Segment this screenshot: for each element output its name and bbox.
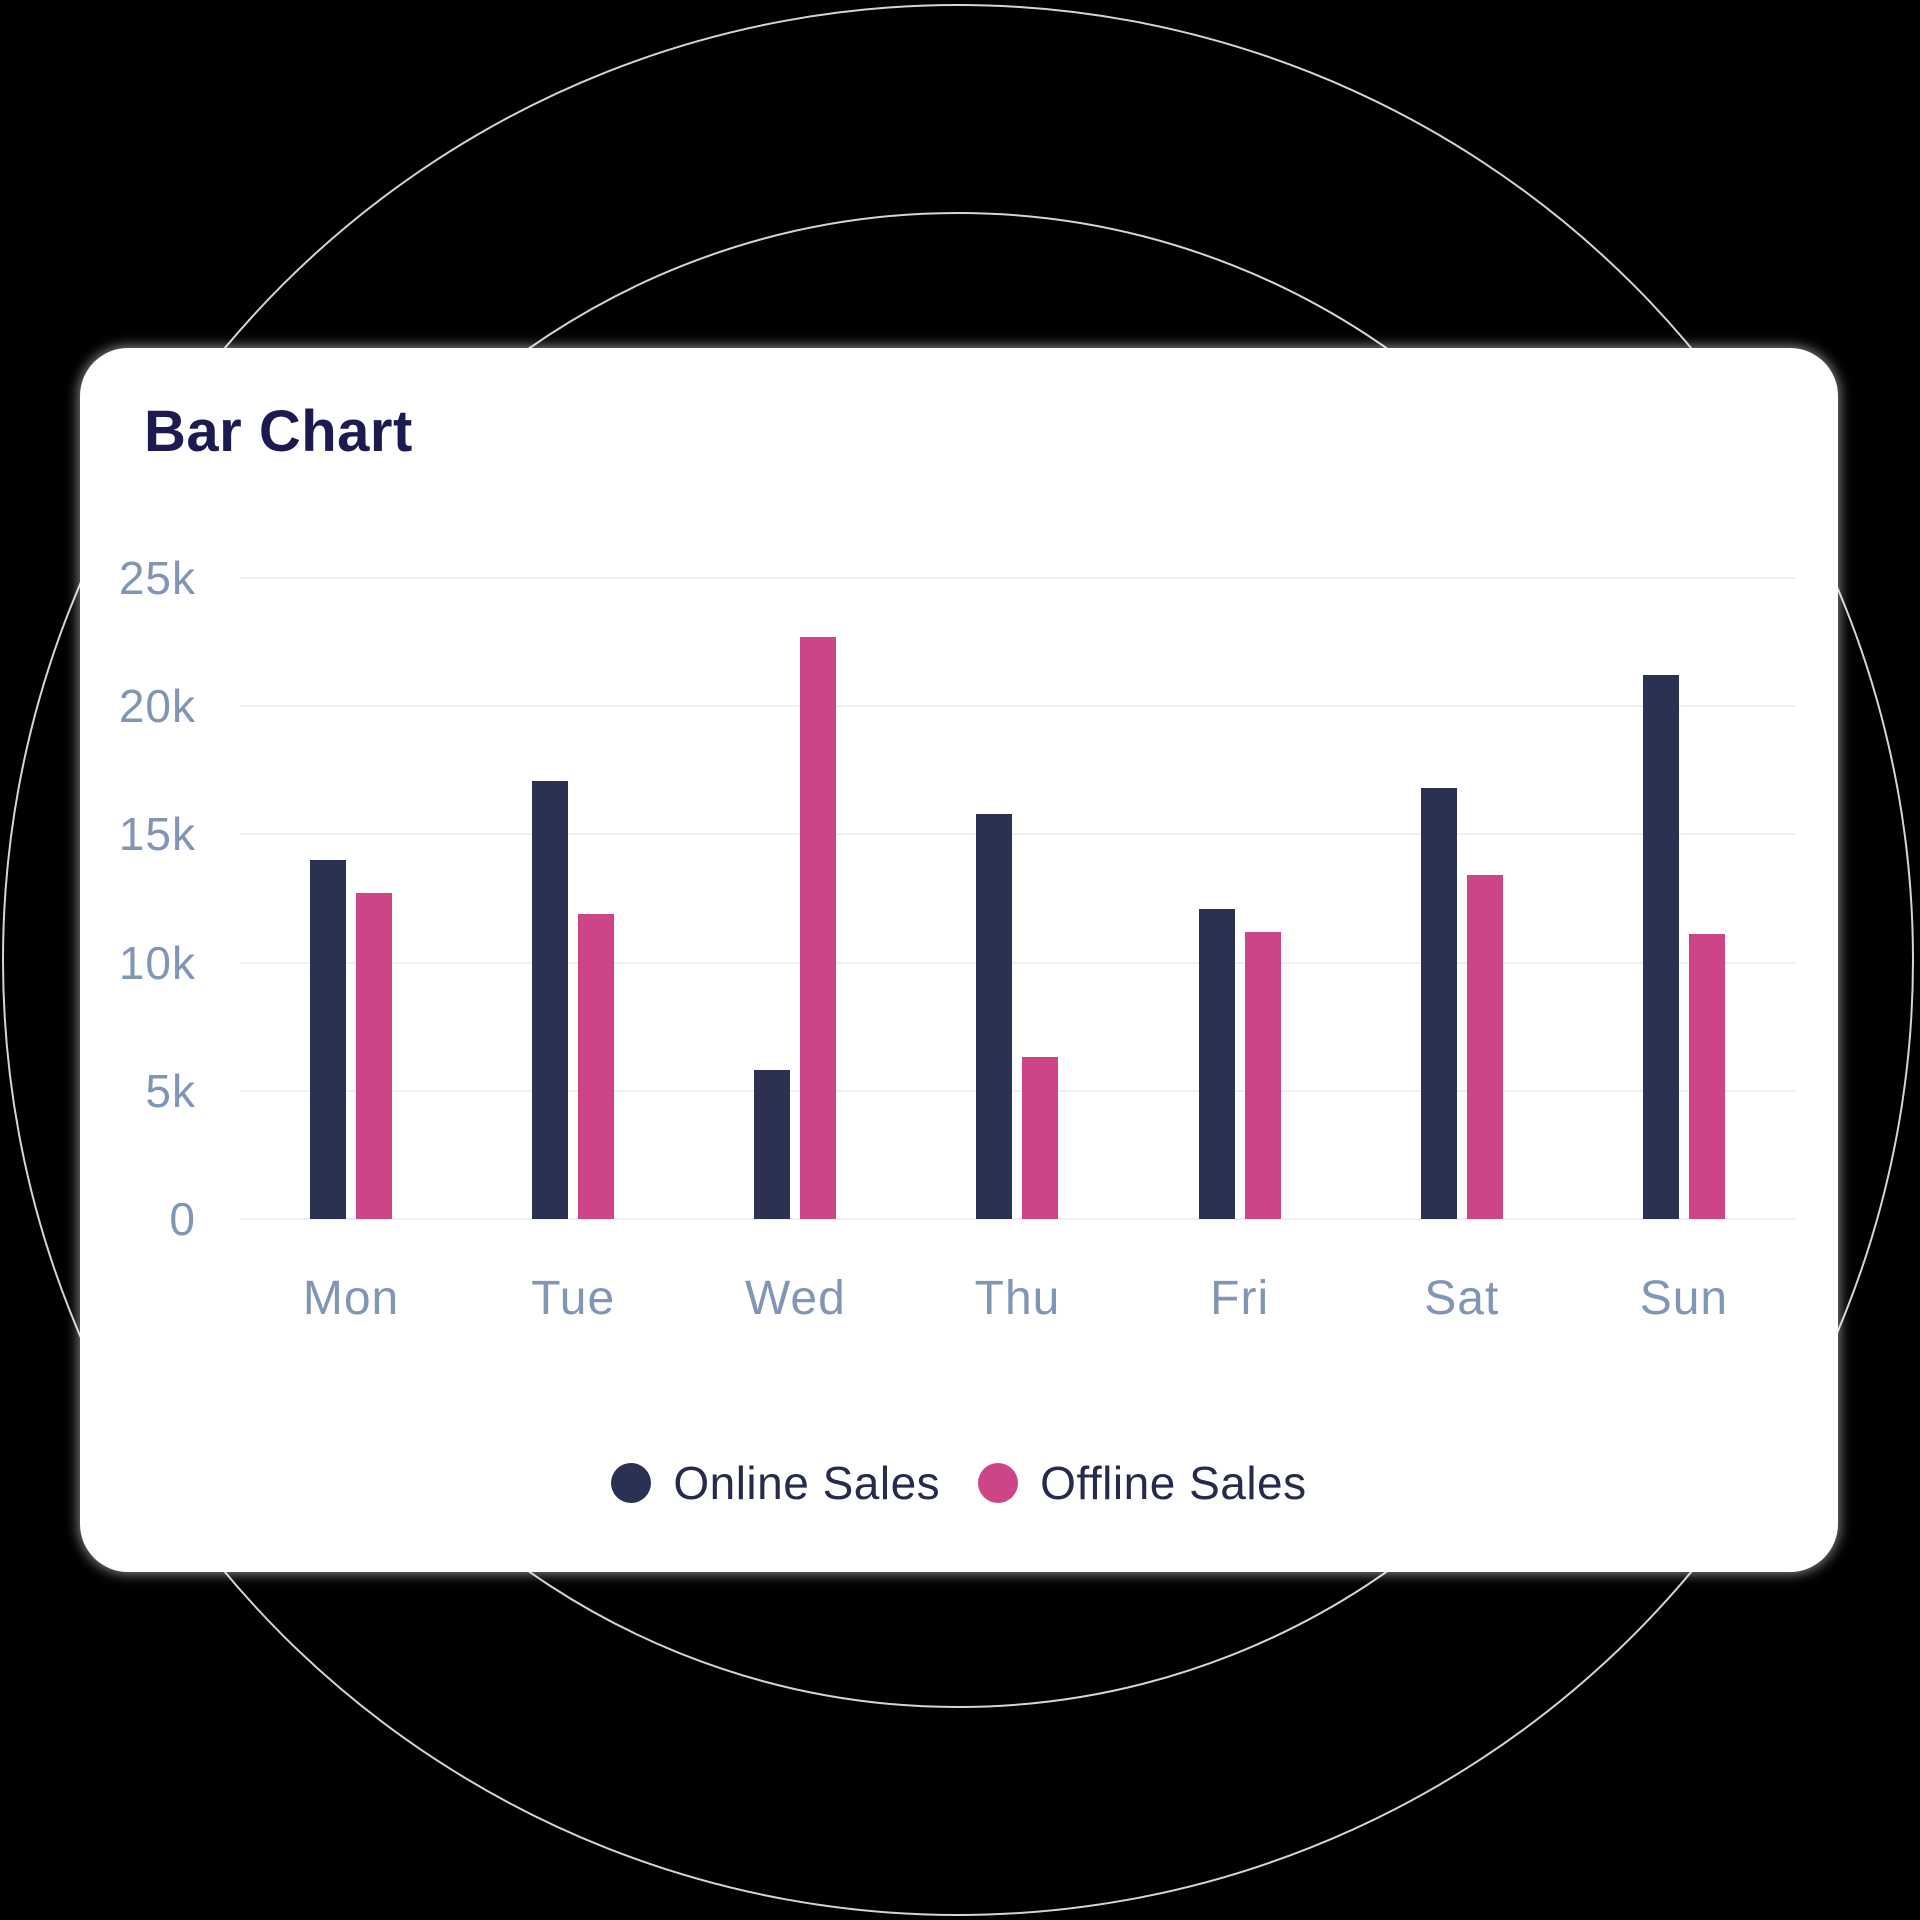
bar-pair-mon	[310, 578, 393, 1219]
bar-online-sales-mon[interactable]	[310, 860, 347, 1219]
chart-title: Bar Chart	[144, 399, 413, 464]
bar-offline-sales-wed[interactable]	[800, 636, 837, 1219]
bar-offline-sales-mon[interactable]	[356, 893, 393, 1219]
decorative-circle-outer	[2, 4, 1914, 1916]
chart-card: Bar Chart Mon Tue Wed Thu Fri Sat Sun 25k 20k 15…	[80, 348, 1838, 1572]
legend-item-online-sales[interactable]: Online Sales	[611, 1456, 940, 1510]
bar-pair-fri	[1198, 578, 1281, 1219]
bar-online-sales-wed[interactable]	[754, 1070, 791, 1219]
plot-area: Mon Tue Wed Thu Fri Sat Sun 25k 20k 15k 10k 5k 0	[119, 555, 1795, 1325]
legend-dot-online-sales	[611, 1463, 652, 1503]
x-axis-label-sun: Sun	[1639, 1272, 1729, 1325]
bar-online-sales-tue[interactable]	[532, 780, 569, 1219]
legend-item-offline-sales[interactable]: Offline Sales	[978, 1456, 1306, 1510]
bar-pair-wed	[754, 578, 837, 1219]
bar-offline-sales-sun[interactable]	[1688, 934, 1725, 1219]
bar-group-sat: Sat	[1351, 578, 1573, 1325]
bar-pair-sat	[1420, 578, 1503, 1219]
bar-pair-sun	[1642, 578, 1725, 1219]
x-axis-label-mon: Mon	[302, 1272, 400, 1325]
gridline-15k	[240, 833, 1795, 836]
bar-online-sales-sun[interactable]	[1642, 675, 1679, 1219]
gridline-25k	[240, 577, 1795, 579]
x-axis-label-wed: Wed	[744, 1272, 846, 1325]
legend-dot-offline-sales	[978, 1463, 1019, 1503]
bar-group-tue: Tue	[462, 578, 684, 1325]
legend-label-online-sales: Online Sales	[673, 1457, 941, 1509]
bar-offline-sales-thu[interactable]	[1022, 1057, 1059, 1219]
bar-pair-thu	[976, 578, 1059, 1219]
bar-group-sun: Sun	[1573, 578, 1795, 1325]
bar-online-sales-fri[interactable]	[1198, 908, 1235, 1219]
x-axis-label-tue: Tue	[531, 1272, 616, 1325]
legend-label-offline-sales: Offline Sales	[1040, 1457, 1307, 1509]
gridline-0	[240, 1218, 1795, 1220]
bar-group-mon: Mon	[240, 578, 462, 1325]
bar-groups: Mon Tue Wed Thu Fri Sat Sun	[240, 578, 1795, 1325]
bar-group-fri: Fri	[1129, 578, 1351, 1325]
bar-pair-tue	[532, 578, 615, 1219]
x-axis-label-sat: Sat	[1424, 1272, 1500, 1325]
bar-online-sales-sat[interactable]	[1420, 788, 1457, 1219]
bar-offline-sales-sat[interactable]	[1466, 875, 1503, 1219]
chart-legend: Online Sales Offline Sales	[80, 1456, 1838, 1510]
gridline-10k	[240, 961, 1795, 964]
x-axis-label-fri: Fri	[1210, 1272, 1270, 1325]
bar-offline-sales-fri[interactable]	[1244, 931, 1281, 1219]
gridline-5k	[240, 1089, 1795, 1092]
bar-group-wed: Wed	[684, 578, 906, 1325]
x-axis-label-thu: Thu	[974, 1272, 1061, 1325]
bar-group-thu: Thu	[906, 578, 1128, 1325]
bar-offline-sales-tue[interactable]	[578, 913, 615, 1219]
bar-online-sales-thu[interactable]	[976, 813, 1013, 1219]
gridline-20k	[240, 705, 1795, 708]
